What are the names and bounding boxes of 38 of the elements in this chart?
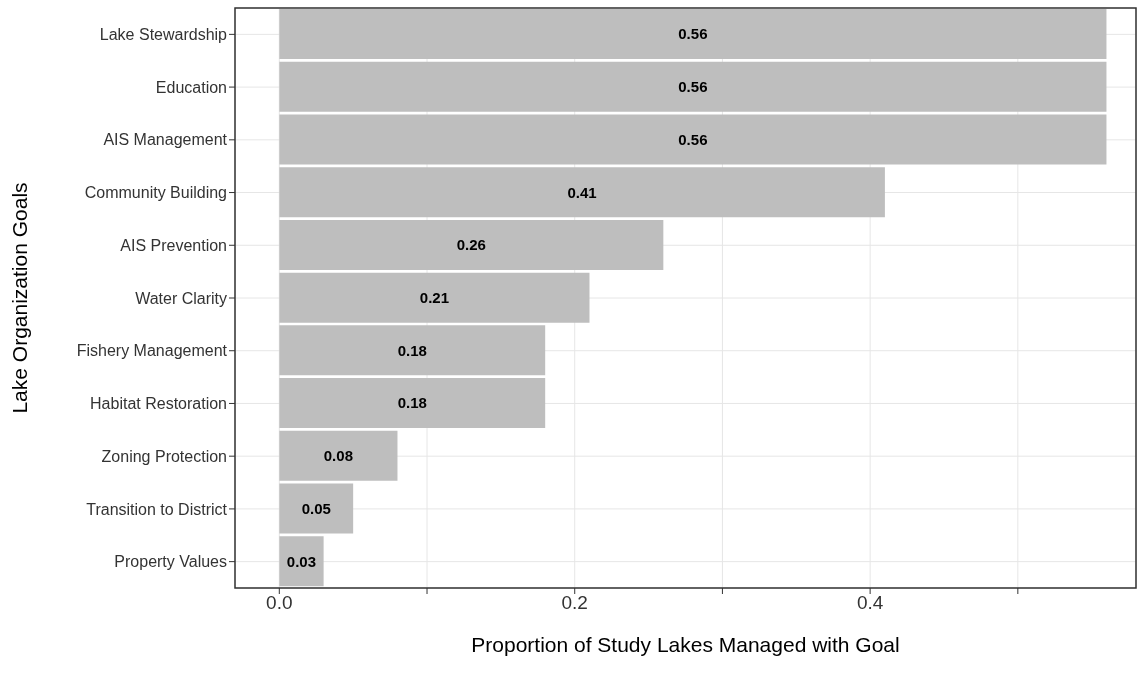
x-tick-label: 0.2 <box>561 592 588 614</box>
y-tick-label: Water Clarity <box>135 289 227 307</box>
y-tick-label: Education <box>155 78 227 96</box>
x-tick-label: 0.0 <box>266 592 293 614</box>
bar <box>279 9 1107 59</box>
data-label: 0.08 <box>323 447 353 465</box>
data-label: 0.56 <box>678 78 708 96</box>
bar <box>279 325 546 376</box>
y-tick-label: Zoning Protection <box>101 447 227 465</box>
y-tick-label: Property Values <box>114 553 227 571</box>
bar <box>279 430 398 481</box>
bar <box>279 378 546 429</box>
data-label: 0.05 <box>301 499 331 517</box>
x-tick-label: 0.4 <box>856 592 884 614</box>
data-label: 0.56 <box>678 25 708 43</box>
data-label: 0.03 <box>286 552 317 570</box>
data-label: 0.41 <box>567 183 597 201</box>
bar <box>279 483 354 534</box>
bar <box>279 167 885 218</box>
data-label: 0.18 <box>397 394 427 412</box>
y-tick-label: Fishery Management <box>76 342 228 360</box>
x-axis-title: Proportion of Study Lakes Managed with Goal <box>471 633 900 656</box>
data-label: 0.26 <box>456 236 486 254</box>
bar <box>279 114 1107 165</box>
y-tick-label: Community Building <box>84 184 227 202</box>
y-tick-label: Transition to District <box>86 500 228 518</box>
data-label: 0.21 <box>419 288 449 306</box>
data-label: 0.18 <box>397 341 427 359</box>
bar <box>279 536 324 587</box>
bar <box>279 272 590 323</box>
y-tick-label: Habitat Restoration <box>90 395 227 413</box>
y-tick-label: Lake Stewardship <box>99 26 228 44</box>
bar <box>279 61 1107 112</box>
y-tick-label: AIS Management <box>103 131 228 149</box>
y-axis-title: Lake Organization Goals <box>8 182 32 414</box>
y-tick-label: AIS Prevention <box>120 236 227 254</box>
bar <box>279 219 664 270</box>
data-label: 0.56 <box>678 130 708 148</box>
